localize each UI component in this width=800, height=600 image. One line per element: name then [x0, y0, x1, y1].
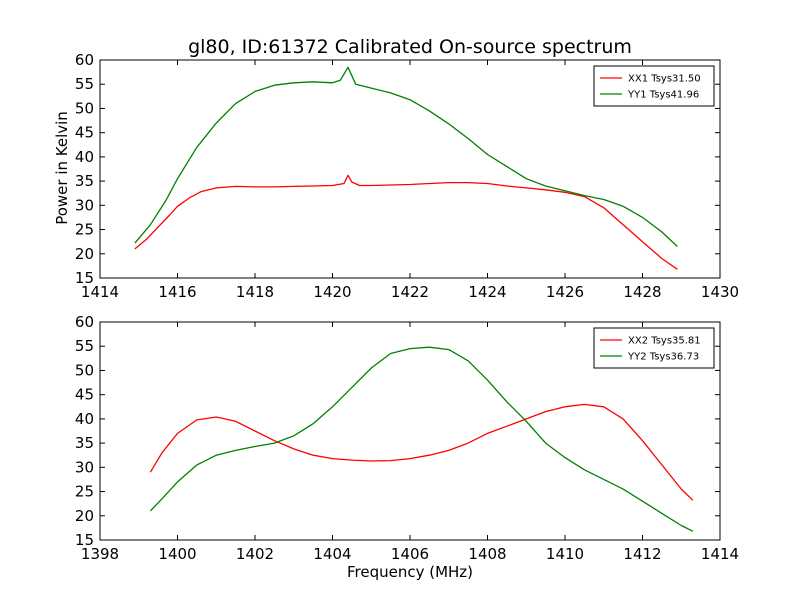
legend-label: XX2 Tsys35.81: [628, 336, 701, 347]
legend-1: XX1 Tsys31.50 YY1 Tsys41.96: [593, 65, 715, 107]
y-tick-label: 40: [75, 410, 94, 428]
x-tick-label: 1430: [701, 283, 739, 301]
x-tick-label: 1412: [623, 545, 661, 563]
series-line-1-2: [134, 66, 678, 247]
y-tick-label: 35: [75, 172, 94, 190]
x-tick-label: 1418: [236, 283, 274, 301]
x-tick-label: 1400: [158, 545, 196, 563]
y-tick-label: 60: [75, 313, 94, 331]
y-tick-label: 50: [75, 99, 94, 117]
x-tick-label: 1414: [701, 545, 739, 563]
y-tick-label: 20: [75, 245, 94, 263]
x-tick-label: 1428: [623, 283, 661, 301]
legend-box: [593, 327, 715, 369]
y-tick-label: 25: [75, 221, 94, 239]
y-tick-label: 35: [75, 434, 94, 452]
y-tick-label: 45: [75, 386, 94, 404]
x-tick-label: 1414: [81, 283, 119, 301]
y-tick-label: 45: [75, 124, 94, 142]
legend-label: XX1 Tsys31.50: [628, 74, 701, 85]
y-tick-label: 50: [75, 361, 94, 379]
y-tick-label: 55: [75, 337, 94, 355]
x-tick-label: 1424: [468, 283, 506, 301]
figure-title: gl80, ID:61372 Calibrated On-source spec…: [188, 36, 632, 58]
y-tick-label: 30: [75, 196, 94, 214]
x-tick-label: 1410: [546, 545, 584, 563]
chart-panel-1: 1414 1416 1418 1420 1422 1424 1426 1428 1430 15 20…: [75, 51, 739, 301]
legend-label: YY2 Tsys36.73: [627, 352, 699, 363]
x-tick-label: 1426: [546, 283, 584, 301]
legend-2: XX2 Tsys35.81 YY2 Tsys36.73: [593, 327, 715, 369]
y-tick-label: 15: [75, 269, 94, 287]
chart-panels: 1414 1416 1418 1420 1422 1424 1426 1428 1430 15 20…: [75, 51, 739, 563]
y-tick-label: 55: [75, 75, 94, 93]
x-tick-label: 1422: [391, 283, 429, 301]
x-tick-label: 1402: [236, 545, 274, 563]
x-axis-label: Frequency (MHz): [347, 563, 473, 581]
series-line-2-1: [149, 403, 694, 501]
y-tick-label: 60: [75, 51, 94, 69]
x-tick-label: 1416: [158, 283, 196, 301]
x-tick-label: 1420: [313, 283, 351, 301]
series-line-1-1: [134, 174, 678, 270]
chart-panel-2: 1398 1400 1402 1404 1406 1408 1410 1412 1414 15 20…: [75, 313, 739, 563]
legend-box: [593, 65, 715, 107]
y-tick-label: 20: [75, 507, 94, 525]
legend-label: YY1 Tsys41.96: [627, 90, 699, 101]
y-tick-label: 30: [75, 458, 94, 476]
x-tick-label: 1398: [81, 545, 119, 563]
x-tick-label: 1404: [313, 545, 351, 563]
y-tick-label: 15: [75, 531, 94, 549]
y-tick-label: 40: [75, 148, 94, 166]
y-tick-label: 25: [75, 483, 94, 501]
x-tick-label: 1408: [468, 545, 506, 563]
series-line-2-2: [149, 346, 694, 532]
y-axis-label: Power in Kelvin: [53, 111, 71, 225]
x-tick-label: 1406: [391, 545, 429, 563]
